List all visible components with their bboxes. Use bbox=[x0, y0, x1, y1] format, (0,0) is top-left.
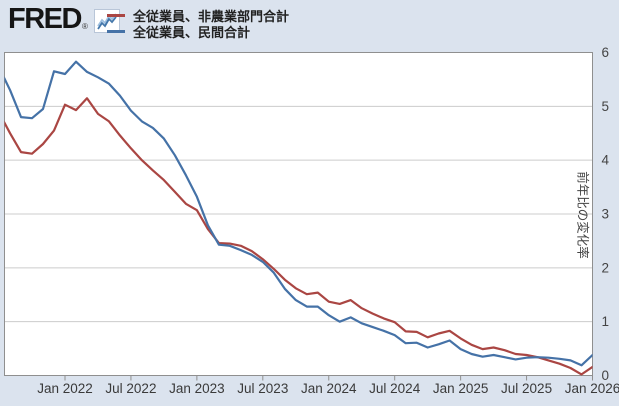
y-tick-label: 6 bbox=[602, 45, 610, 60]
y-tick-label: 4 bbox=[602, 153, 610, 168]
x-tick-label: Jan 2022 bbox=[37, 381, 93, 396]
legend-swatch-nonfarm bbox=[107, 13, 125, 17]
x-tick-label: Jul 2022 bbox=[105, 381, 156, 396]
legend-item-private[interactable]: 全従業員、民間合計 bbox=[107, 23, 289, 40]
chart-legend: 全従業員、非農業部門合計 全従業員、民間合計 bbox=[107, 7, 290, 40]
legend-swatch-private bbox=[107, 29, 125, 33]
legend-label-nonfarm: 全従業員、非農業部門合計 bbox=[133, 8, 290, 24]
legend-label-private: 全従業員、民間合計 bbox=[133, 24, 251, 40]
y-tick-label: 5 bbox=[602, 99, 610, 114]
y-tick-label: 0 bbox=[602, 368, 610, 383]
series-line-0[interactable] bbox=[0, 97, 593, 376]
legend-item-nonfarm[interactable]: 全従業員、非農業部門合計 bbox=[107, 7, 290, 24]
registered-trademark: ® bbox=[81, 22, 88, 31]
y-tick-label: 1 bbox=[602, 314, 610, 329]
x-tick-label: Jan 2024 bbox=[301, 381, 357, 396]
x-tick-label: Jan 2026 bbox=[565, 381, 619, 396]
x-tick-label: Jul 2024 bbox=[369, 381, 421, 396]
y-axis-title: 前年比の変化率 bbox=[575, 171, 590, 259]
y-tick-label: 2 bbox=[602, 260, 610, 275]
x-tick-label: Jan 2023 bbox=[169, 381, 225, 396]
x-tick-label: Jul 2025 bbox=[501, 381, 552, 396]
x-tick-label: Jan 2025 bbox=[433, 381, 489, 396]
series-line-1[interactable] bbox=[0, 60, 593, 367]
y-tick-label: 3 bbox=[602, 207, 610, 222]
x-tick-label: Jul 2023 bbox=[237, 381, 288, 396]
fred-logo[interactable]: FRED ® bbox=[8, 3, 120, 38]
fred-logo-text: FRED bbox=[8, 3, 82, 35]
